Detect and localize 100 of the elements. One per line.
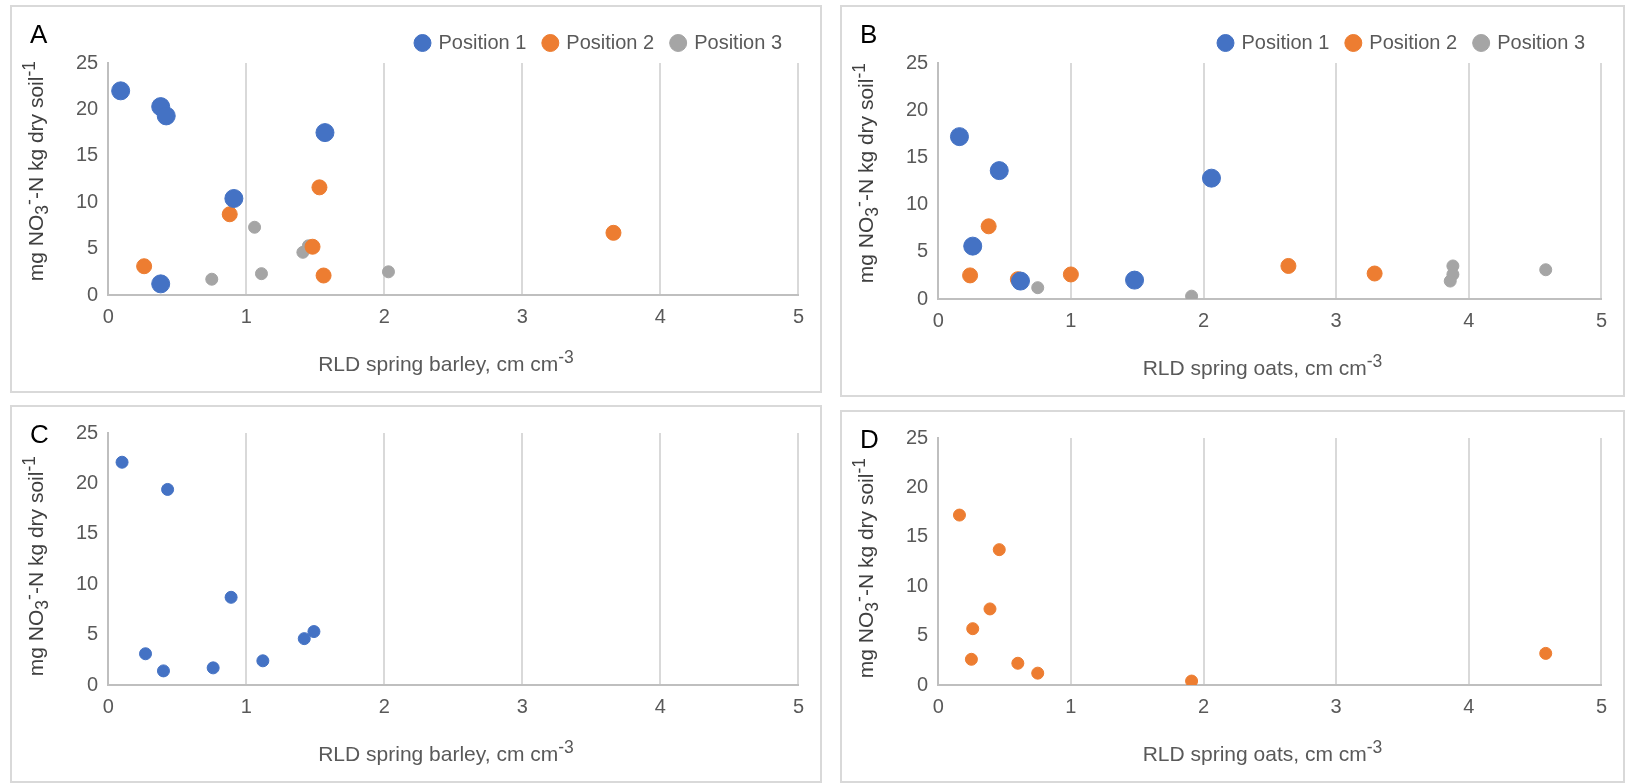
y-tick-label: 5	[917, 623, 929, 646]
y-tick-label: 0	[87, 672, 99, 695]
text: B	[860, 19, 878, 50]
point	[311, 179, 328, 196]
y-tick-label: 10	[76, 571, 99, 594]
point	[1366, 265, 1383, 282]
x-tick-label: 2	[378, 304, 390, 327]
y-tick-label: 5	[87, 622, 99, 645]
y-tick-label: 20	[906, 474, 929, 497]
y-tick-label: 25	[76, 420, 99, 443]
x-tick-label: 1	[240, 304, 252, 327]
x-axis-title: RLD spring barley, cm cm$^{-3}$	[317, 347, 575, 376]
point	[1539, 263, 1553, 277]
x-tick-label: 3	[1330, 308, 1342, 331]
legend-label: Position 3	[694, 30, 783, 53]
y-tick-label: 25	[906, 425, 929, 448]
text: C	[30, 419, 49, 450]
point	[115, 455, 129, 469]
point	[962, 267, 979, 284]
text: D	[860, 424, 879, 455]
y-tick-label: 20	[76, 470, 99, 493]
point	[1031, 666, 1045, 680]
legend-label: Position 2	[1369, 30, 1458, 53]
point	[949, 127, 969, 147]
y-tick-label: 0	[87, 282, 99, 305]
point	[1280, 257, 1297, 274]
x-tick-label: 4	[1463, 694, 1475, 717]
x-tick-label: 3	[516, 694, 528, 717]
point	[1062, 266, 1079, 283]
x-tick-label: 2	[1197, 308, 1210, 331]
y-tick-label: 25	[906, 50, 929, 73]
y-tick-label: 15	[906, 144, 929, 167]
point	[983, 602, 997, 616]
x-axis-title: RLD spring oats, cm cm$^{-3}$	[1141, 351, 1384, 380]
point	[151, 274, 171, 294]
y-tick-label: 15	[76, 521, 99, 544]
x-tick-label: 1	[1065, 694, 1077, 717]
point	[315, 123, 335, 143]
point	[1031, 281, 1045, 295]
x-tick-label: 5	[1595, 694, 1607, 717]
point	[1185, 674, 1199, 685]
point	[304, 238, 321, 255]
y-tick-label: 20	[906, 97, 929, 120]
x-tick-label: 1	[1065, 308, 1077, 331]
x-tick-label: 5	[792, 304, 804, 327]
point	[963, 236, 983, 256]
point	[139, 647, 153, 661]
x-axis-title: RLD spring barley, cm cm$^{-3}$	[317, 737, 575, 766]
y-tick-label: 20	[76, 96, 99, 119]
y-tick-label: 15	[76, 143, 99, 166]
point	[1539, 646, 1553, 660]
point	[1443, 274, 1457, 288]
y-tick-label: 10	[906, 573, 929, 596]
x-tick-label: 5	[792, 694, 804, 717]
x-tick-label: 2	[378, 694, 390, 717]
x-tick-label: 0	[102, 694, 114, 717]
y-tick-label: 5	[87, 236, 99, 259]
legend-label: Position 1	[438, 30, 527, 53]
x-tick-label: 4	[654, 304, 666, 327]
y-tick-label: 5	[917, 239, 929, 262]
y-tick-label: 25	[76, 50, 99, 73]
point	[989, 161, 1009, 181]
x-tick-label: 0	[932, 694, 944, 717]
x-tick-label: 1	[240, 694, 252, 717]
point	[980, 218, 997, 235]
legend-label: Position 3	[1497, 30, 1586, 53]
point	[605, 224, 622, 241]
x-axis-title: RLD spring oats, cm cm$^{-3}$	[1141, 737, 1384, 766]
x-tick-label: 4	[654, 694, 666, 717]
legend-label: Position 1	[1241, 30, 1330, 53]
x-tick-label: 0	[102, 304, 114, 327]
point	[297, 632, 311, 646]
point	[248, 220, 262, 234]
x-tick-label: 5	[1595, 308, 1607, 331]
point	[205, 272, 219, 286]
point	[256, 654, 270, 668]
y-tick-label: 10	[76, 189, 99, 212]
y-tick-label: 0	[917, 286, 929, 309]
point	[221, 206, 238, 223]
x-tick-label: 2	[1197, 694, 1210, 717]
x-tick-label: 3	[516, 304, 528, 327]
point	[224, 590, 238, 604]
point	[1125, 270, 1145, 290]
point	[381, 265, 395, 279]
point	[254, 267, 268, 281]
y-tick-label: 15	[906, 524, 929, 547]
point	[952, 508, 966, 522]
x-tick-label: 3	[1330, 694, 1342, 717]
point	[966, 622, 980, 636]
text: A	[30, 19, 48, 50]
point	[111, 81, 131, 101]
point	[156, 106, 176, 126]
legend-label: Position 2	[566, 30, 655, 53]
point	[315, 267, 332, 284]
point	[206, 661, 220, 675]
point	[964, 652, 978, 666]
point	[307, 625, 321, 639]
point	[1201, 168, 1221, 188]
y-tick-label: 0	[917, 672, 929, 695]
point	[992, 543, 1006, 557]
